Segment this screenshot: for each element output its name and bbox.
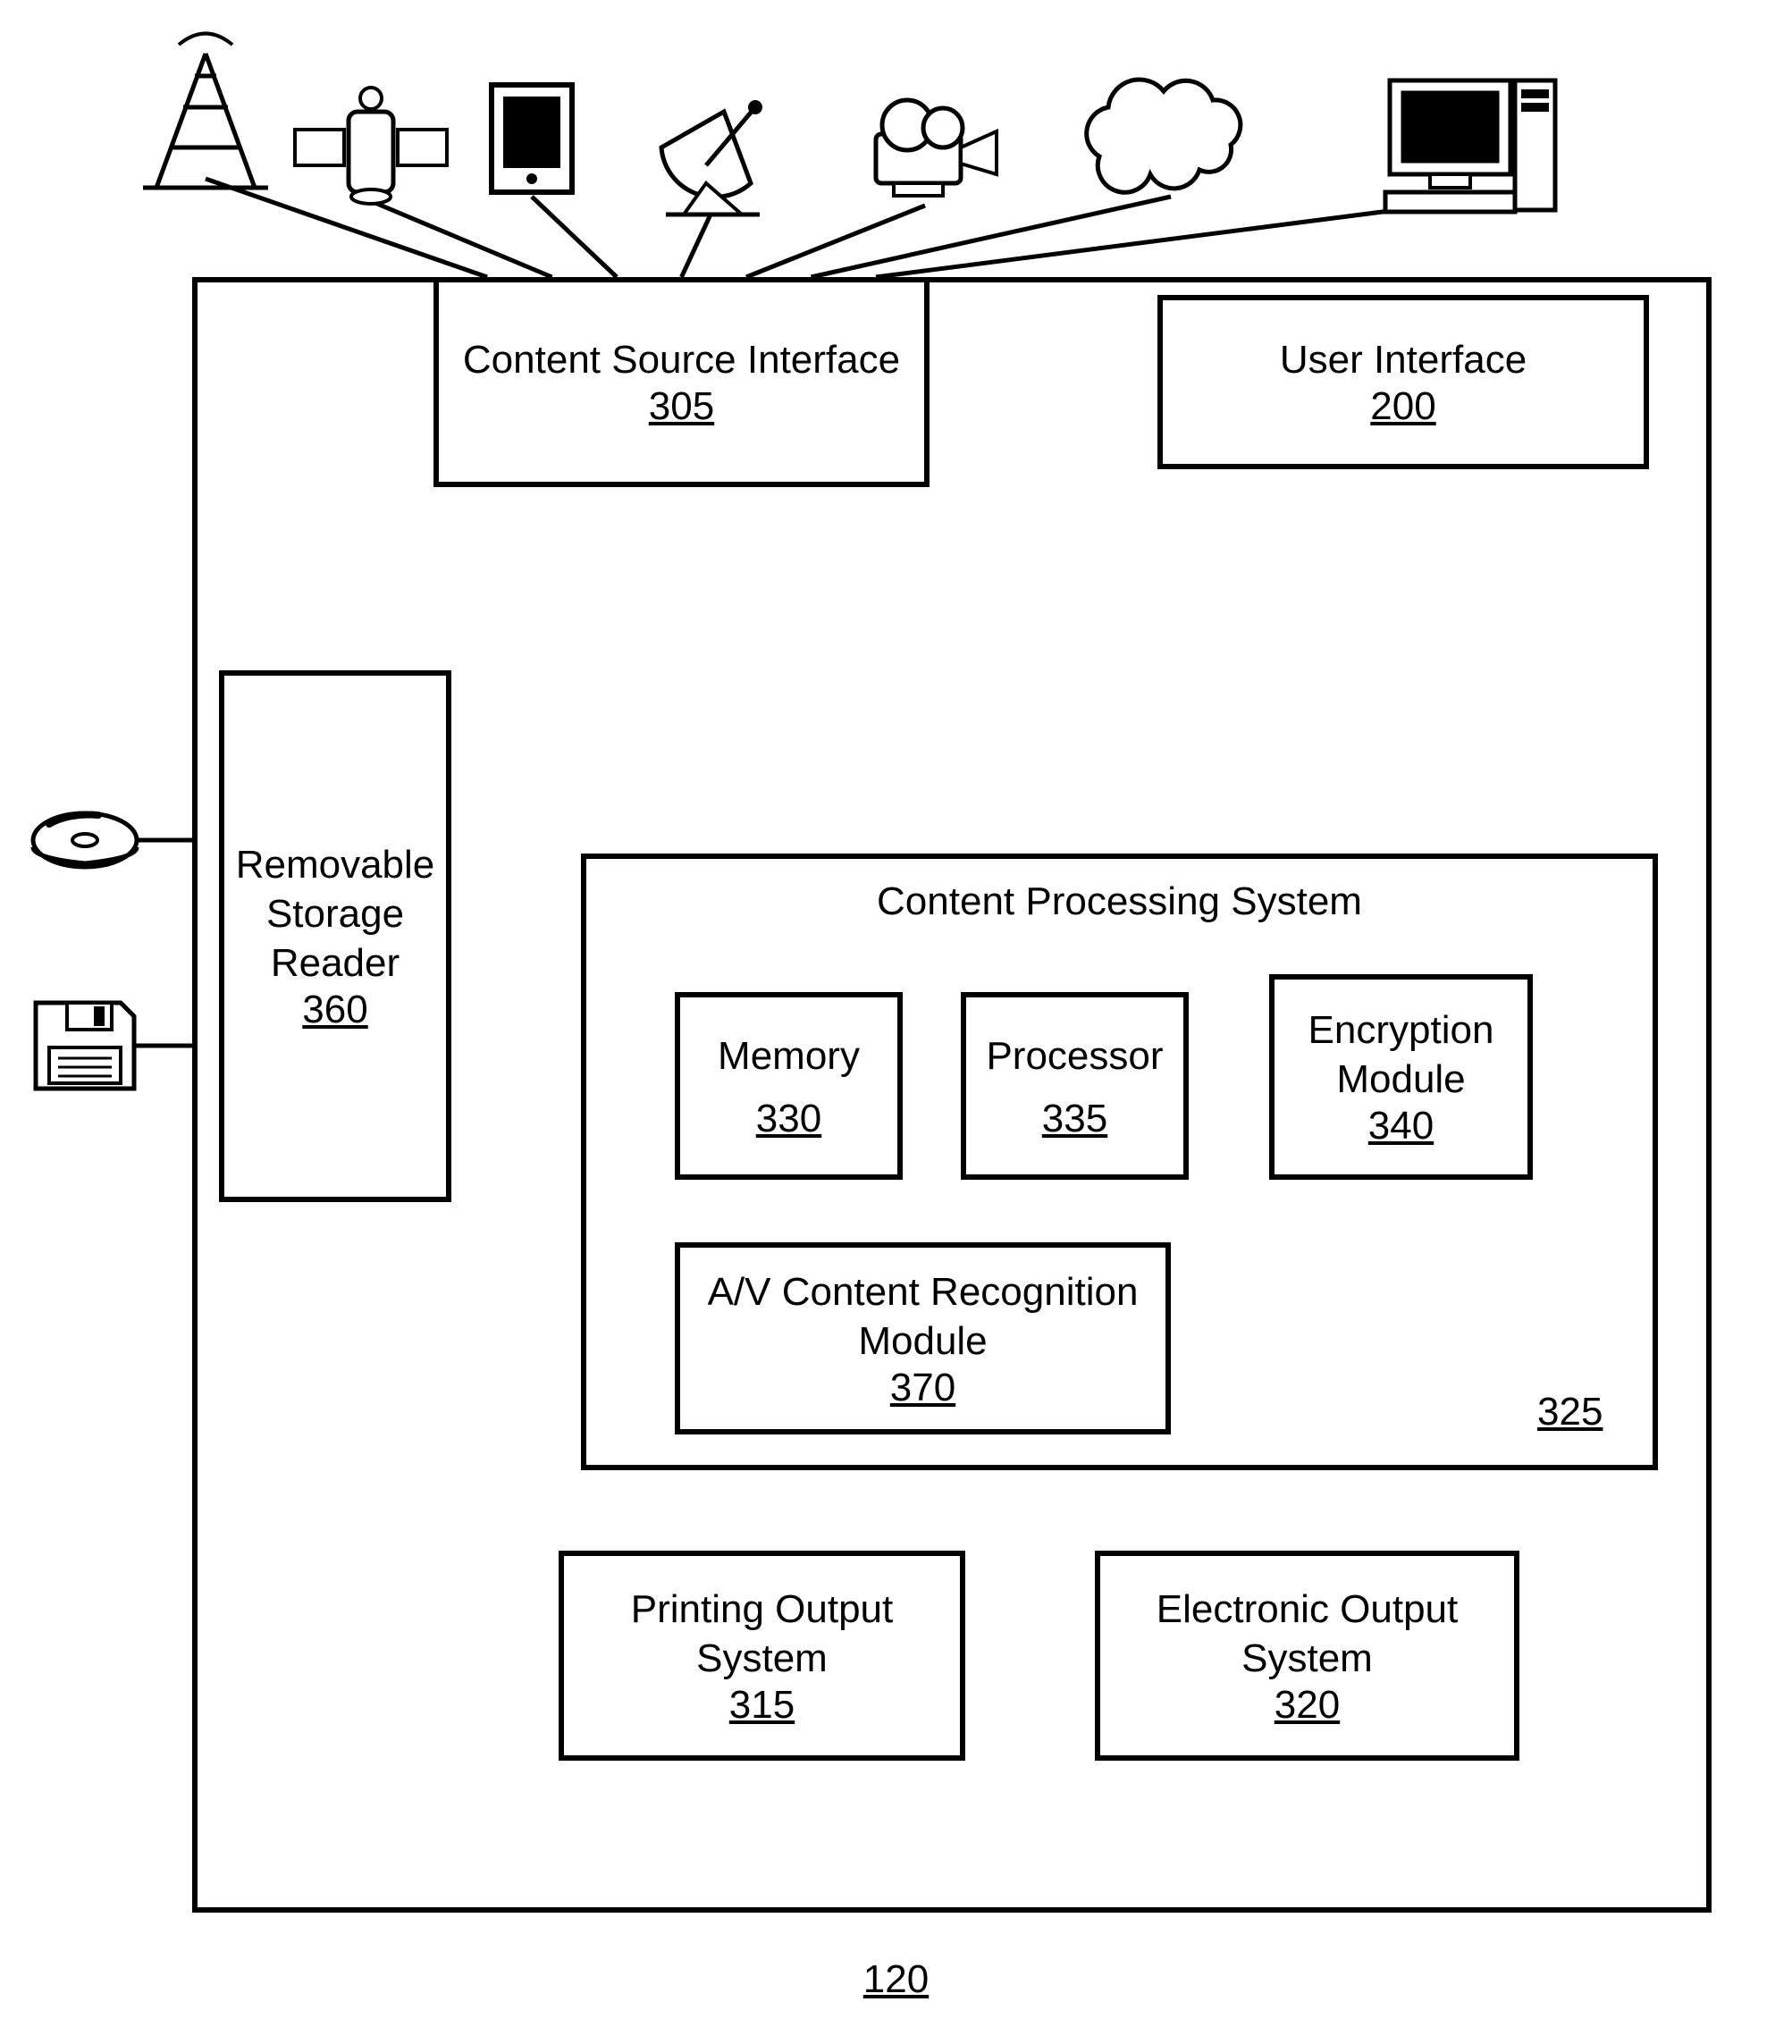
av-content-recognition-box: A/V Content Recognition Module 370 — [675, 1242, 1171, 1434]
av-content-recognition-ref: 370 — [890, 1366, 955, 1410]
av-content-recognition-label: A/V Content Recognition Module — [698, 1267, 1148, 1366]
memory-box: Memory 330 — [675, 992, 903, 1180]
processor-box: Processor 335 — [961, 992, 1189, 1180]
user-interface-box: User Interface 200 — [1157, 295, 1649, 469]
electronic-output-system-box: Electronic Output System 320 — [1095, 1551, 1519, 1761]
encryption-module-label: Encryption Module — [1292, 1005, 1510, 1104]
content-processing-system-ref: 325 — [1537, 1390, 1603, 1434]
memory-label: Memory — [718, 1031, 860, 1081]
disc-icon — [33, 813, 137, 867]
user-interface-ref: 200 — [1370, 384, 1435, 429]
content-source-interface-label: Content Source Interface — [463, 335, 900, 384]
tablet-icon — [492, 85, 572, 192]
satellite-dish-icon — [661, 100, 762, 214]
removable-storage-reader-ref: 360 — [302, 988, 367, 1032]
floppy-icon — [36, 1003, 134, 1089]
electronic-output-system-label: Electronic Output System — [1118, 1585, 1496, 1683]
content-processing-system-label: Content Processing System — [877, 877, 1362, 926]
processor-ref: 335 — [1042, 1097, 1107, 1141]
electronic-output-system-ref: 320 — [1275, 1683, 1340, 1728]
printing-output-system-box: Printing Output System 315 — [559, 1551, 965, 1761]
removable-storage-reader-box: Removable Storage Reader 360 — [219, 670, 451, 1202]
user-interface-label: User Interface — [1280, 335, 1527, 384]
figure-ref: 120 — [0, 1957, 1792, 2002]
antenna-tower-icon — [143, 34, 268, 189]
printing-output-system-label: Printing Output System — [582, 1585, 942, 1683]
memory-ref: 330 — [756, 1097, 821, 1141]
content-source-interface-ref: 305 — [649, 384, 714, 429]
processor-label: Processor — [986, 1031, 1163, 1081]
camcorder-icon — [876, 100, 997, 196]
cloud-icon — [1087, 80, 1241, 192]
content-source-interface-box: Content Source Interface 305 — [433, 277, 930, 487]
printing-output-system-ref: 315 — [729, 1683, 795, 1728]
satellite-icon — [295, 88, 447, 204]
desktop-computer-icon — [1385, 80, 1555, 212]
encryption-module-ref: 340 — [1368, 1104, 1434, 1148]
removable-storage-reader-label: Removable Storage Reader — [236, 840, 435, 988]
encryption-module-box: Encryption Module 340 — [1269, 974, 1533, 1180]
